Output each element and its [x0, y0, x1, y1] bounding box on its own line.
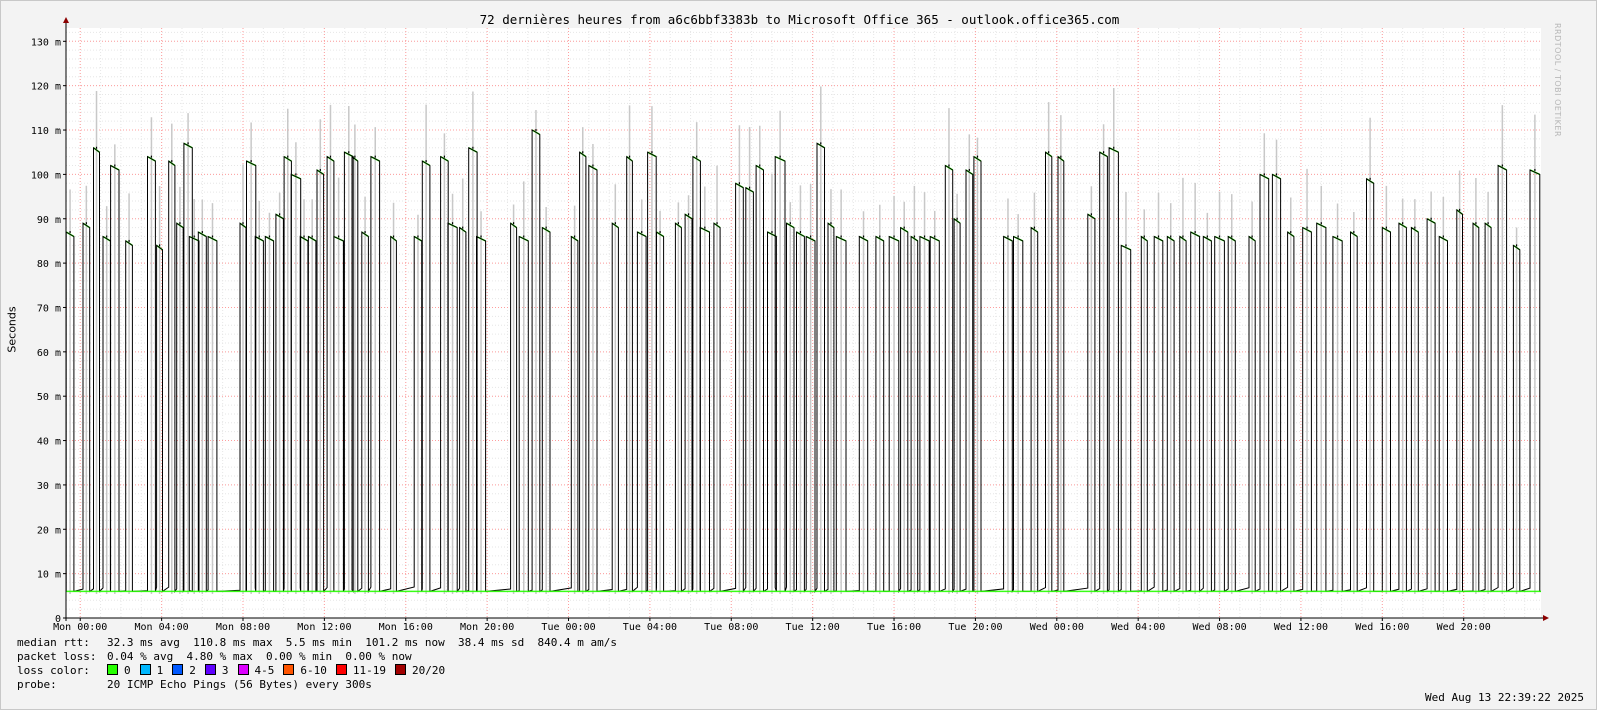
- loss-legend-item: 1: [139, 664, 164, 678]
- packet-loss-row: packet loss: 0.04 % avg 4.80 % max 0.00 %…: [17, 650, 412, 664]
- x-tick-label: Wed 12:00: [1274, 622, 1328, 633]
- loss-legend-label: 2: [189, 664, 196, 677]
- loss-legend-label: 11-19: [352, 664, 386, 677]
- x-tick-label: Mon 08:00: [216, 622, 270, 633]
- y-tick-label: 60 m: [37, 348, 61, 359]
- x-tick-label: Tue 12:00: [786, 622, 840, 633]
- chart-title: 72 dernières heures from a6c6bbf3383b to…: [479, 12, 1120, 27]
- y-axis-label: Seconds: [5, 306, 19, 353]
- median-rtt-row: median rtt: 32.3 ms avg 110.8 ms max 5.5 …: [17, 636, 617, 650]
- y-tick-label: 120 m: [31, 82, 61, 93]
- loss-legend-swatch: [139, 664, 151, 675]
- x-tick-label: Wed 08:00: [1192, 622, 1246, 633]
- y-tick-label: 10 m: [37, 570, 61, 581]
- x-tick-label: Tue 20:00: [948, 622, 1002, 633]
- median-rtt-label: median rtt:: [17, 636, 90, 649]
- loss-legend-label: 4-5: [254, 664, 275, 677]
- x-tick-label: Wed 04:00: [1111, 622, 1165, 633]
- loss-legend-item: 3: [204, 664, 229, 678]
- y-tick-label: 90 m: [37, 215, 61, 226]
- loss-legend-swatch: [335, 664, 347, 675]
- x-tick-label: Mon 12:00: [297, 622, 351, 633]
- x-tick-label: Tue 04:00: [623, 622, 677, 633]
- loss-legend-label: 0: [124, 664, 131, 677]
- y-axis-arrow: [63, 17, 69, 23]
- y-tick-label: 20 m: [37, 525, 61, 536]
- y-tick-label: 100 m: [31, 170, 61, 181]
- loss-legend-label: 20/20: [412, 664, 446, 677]
- x-tick-label: Mon 04:00: [135, 622, 189, 633]
- loss-legend-item: 11-19: [335, 664, 386, 678]
- loss-legend-swatch: [283, 664, 295, 675]
- axis-layer: 0 10 m 20 m 30 m 40 m 50 m 60 m 70 m 80 m 90 m 100…: [31, 17, 1549, 633]
- x-tick-label: Tue 00:00: [541, 622, 595, 633]
- x-tick-label: Mon 20:00: [460, 622, 514, 633]
- graph-timestamp: Wed Aug 13 22:39:22 2025: [1425, 691, 1584, 704]
- y-tick-label: 70 m: [37, 303, 61, 314]
- y-tick-label: 130 m: [31, 37, 61, 48]
- loss-legend-swatch: [107, 664, 118, 675]
- loss-legend-label: 1: [156, 664, 164, 677]
- x-tick-label: Mon 16:00: [379, 622, 433, 633]
- y-tick-label: 30 m: [37, 481, 61, 492]
- probe-label: probe:: [17, 678, 57, 691]
- packet-loss-values: 0.04 % avg 4.80 % max 0.00 % min 0.00 % …: [107, 650, 412, 663]
- x-tick-label: Mon 00:00: [53, 622, 107, 633]
- loss-legend-swatch: [204, 664, 216, 675]
- y-tick-label: 0: [55, 614, 61, 625]
- loss-legend-item: 0: [107, 664, 131, 678]
- loss-color-legend: 0 1 2 3 4-5 6-10 11-19 20/20: [107, 664, 454, 677]
- loss-legend-item: 4-5: [237, 664, 275, 678]
- x-tick-label: Tue 08:00: [704, 622, 758, 633]
- x-axis-arrow: [1543, 615, 1549, 621]
- chart-plot: 0 10 m 20 m 30 m 40 m 50 m 60 m 70 m 80 m 90 m 100…: [31, 17, 1549, 633]
- loss-color-label: loss color:: [17, 664, 90, 677]
- loss-legend-swatch: [395, 664, 406, 675]
- probe-row: probe: 20 ICMP Echo Pings (56 Bytes) ever…: [17, 678, 372, 692]
- loss-color-row: loss color: 0 1 2 3 4-5 6-10 11-19 20/20: [17, 664, 454, 678]
- rrdtool-watermark: RRDTOOL / TOBI OETIKER: [1553, 23, 1562, 138]
- y-tick-label: 50 m: [37, 392, 61, 403]
- loss-legend-item: 2: [172, 664, 196, 678]
- loss-legend-swatch: [172, 664, 184, 675]
- packet-loss-label: packet loss:: [17, 650, 97, 663]
- series-layer: [65, 129, 1542, 594]
- x-tick-label: Wed 00:00: [1030, 622, 1084, 633]
- y-tick-label: 80 m: [37, 259, 61, 270]
- x-tick-label: Wed 16:00: [1355, 622, 1409, 633]
- probe-value: 20 ICMP Echo Pings (56 Bytes) every 300s: [107, 678, 372, 691]
- smoke-layer: [69, 86, 1536, 595]
- loss-legend-item: 20/20: [395, 664, 445, 678]
- loss-legend-label: 3: [221, 664, 229, 677]
- y-tick-label: 110 m: [31, 126, 61, 137]
- x-tick-label: Wed 20:00: [1437, 622, 1491, 633]
- y-tick-label: 40 m: [37, 437, 61, 448]
- x-tick-label: Tue 16:00: [867, 622, 921, 633]
- median-rtt-values: 32.3 ms avg 110.8 ms max 5.5 ms min 101.…: [107, 636, 617, 649]
- loss-legend-swatch: [237, 664, 249, 675]
- loss-legend-item: 6-10: [283, 664, 327, 678]
- loss-legend-label: 6-10: [300, 664, 327, 677]
